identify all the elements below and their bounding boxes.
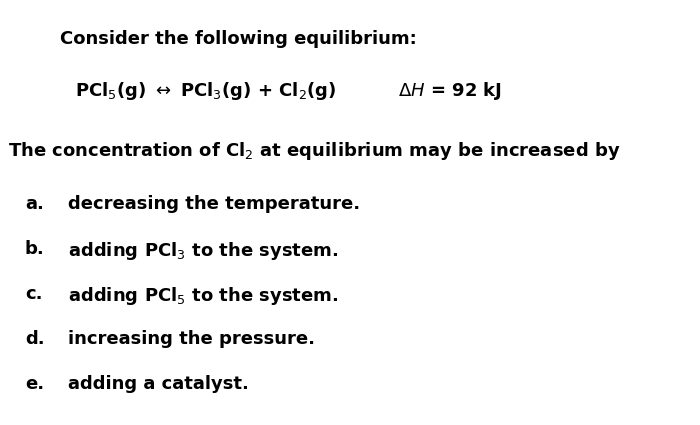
Text: The concentration of Cl$_2$ at equilibrium may be increased by: The concentration of Cl$_2$ at equilibri…: [8, 140, 620, 162]
Text: increasing the pressure.: increasing the pressure.: [68, 330, 315, 348]
Text: b.: b.: [25, 240, 45, 258]
Text: adding a catalyst.: adding a catalyst.: [68, 375, 249, 393]
Text: adding PCl$_3$ to the system.: adding PCl$_3$ to the system.: [68, 240, 338, 262]
Text: a.: a.: [25, 195, 44, 213]
Text: e.: e.: [25, 375, 44, 393]
Text: c.: c.: [25, 285, 43, 303]
Text: decreasing the temperature.: decreasing the temperature.: [68, 195, 360, 213]
Text: PCl$_5$(g) $\leftrightarrow$ PCl$_3$(g) + Cl$_2$(g)          $\Delta H$ = 92 kJ: PCl$_5$(g) $\leftrightarrow$ PCl$_3$(g) …: [75, 80, 502, 102]
Text: adding PCl$_5$ to the system.: adding PCl$_5$ to the system.: [68, 285, 338, 307]
Text: d.: d.: [25, 330, 45, 348]
Text: Consider the following equilibrium:: Consider the following equilibrium:: [60, 30, 416, 48]
